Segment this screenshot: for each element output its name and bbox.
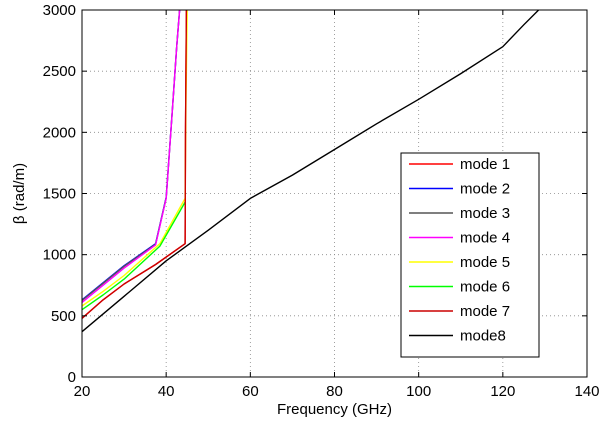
series-line-mode-4 [82,10,181,303]
series-line-mode-7 [82,10,188,319]
legend-label: mode 3 [460,205,510,222]
legend-label: mode 4 [460,230,510,247]
legend-label: mode8 [460,328,506,345]
series-line-mode-5 [82,10,188,307]
y-tick-label: 2500 [43,63,76,80]
legend-label: mode 2 [460,181,510,198]
axis-ticks: 20 40 60 80 100 120 140 0 500 1000 1500 2000 2500 300… [43,2,600,400]
y-axis-label: β (rad/m) [11,163,28,224]
legend-box [400,152,540,358]
series-line-mode-2 [82,10,181,301]
y-tick-label: 2000 [43,124,76,141]
legend-label: mode 6 [460,279,510,296]
series-lines [82,10,540,333]
series-line-mode-6 [82,201,186,311]
x-tick-label: 80 [326,383,343,400]
y-tick-label: 1500 [43,186,76,203]
x-tick-label: 120 [490,383,515,400]
series-line-mode-3 [82,10,181,302]
x-tick-label: 100 [406,383,431,400]
x-tick-label: 60 [242,383,259,400]
x-tick-label: 40 [158,383,175,400]
y-tick-label: 1000 [43,247,76,264]
legend-label: mode 5 [460,254,510,271]
x-tick-label: 20 [74,383,91,400]
series-line-mode8 [82,10,540,333]
legend: mode 1 mode 2 mode 3 mode 4 mode 5 mode 6 mode… [400,152,540,358]
y-tick-label: 3000 [43,2,76,19]
x-tick-label: 140 [574,383,599,400]
x-axis-label: Frequency (GHz) [277,401,392,418]
legend-label: mode 7 [460,303,510,320]
y-tick-label: 500 [51,308,76,325]
legend-label: mode 1 [460,156,510,173]
series-line-mode-1 [82,10,188,319]
y-tick-label: 0 [68,369,76,386]
